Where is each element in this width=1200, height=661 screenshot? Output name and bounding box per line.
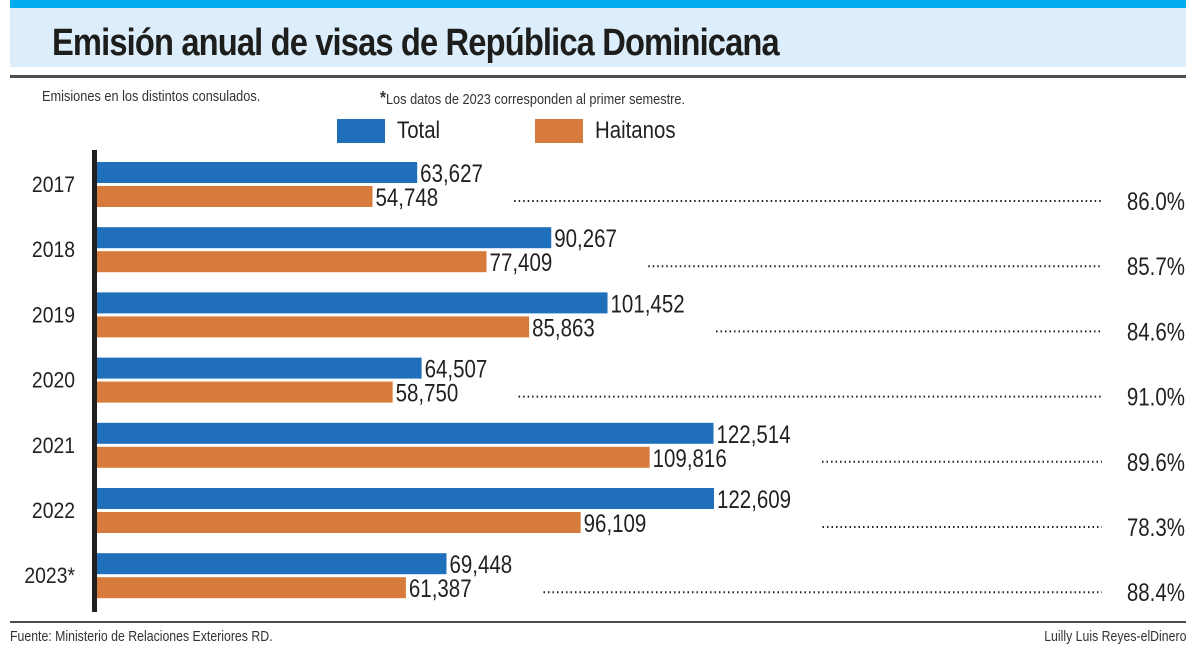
share-percentage-label: 85.7% — [1127, 252, 1185, 280]
footnote-2023: *Los datos de 2023 corresponden al prime… — [380, 88, 685, 109]
bar-haitanos — [97, 577, 406, 599]
bar-total — [97, 357, 422, 379]
footnote-text: Los datos de 2023 corresponden al primer… — [385, 91, 686, 108]
legend-item-haitanos: Haitanos — [535, 117, 690, 145]
footer-divider — [10, 621, 1186, 623]
y-tick-label: 2017 — [32, 173, 75, 197]
data-label-haitanos: 54,748 — [376, 183, 439, 211]
y-tick-label: 2020 — [32, 368, 75, 392]
share-percentage-label: 91.0% — [1127, 383, 1185, 411]
legend-label-haitanos: Haitanos — [595, 117, 676, 144]
legend-item-total: Total — [337, 117, 448, 145]
bar-total — [97, 488, 714, 509]
y-tick-label: 2021 — [32, 434, 75, 458]
bar-haitanos — [97, 251, 487, 273]
title-banner: Emisión anual de visas de República Domi… — [10, 8, 1186, 67]
y-axis-line — [92, 150, 97, 612]
bar-haitanos — [97, 381, 393, 403]
bar-total — [97, 292, 608, 314]
share-percentage-label: 89.6% — [1127, 448, 1185, 476]
data-label-total: 90,267 — [554, 224, 617, 252]
credit-note: Luilly Luis Reyes-elDinero — [1043, 628, 1186, 645]
bar-total — [97, 422, 714, 444]
data-label-total: 64,507 — [425, 355, 488, 383]
legend-swatch-haitanos — [535, 119, 583, 143]
data-label-haitanos: 109,816 — [653, 444, 727, 472]
y-tick-label: 2022 — [32, 499, 75, 523]
asterisk: * — [380, 88, 386, 108]
chart-title: Emisión anual de visas de República Domi… — [52, 22, 780, 64]
bar-total — [97, 227, 552, 249]
bar-haitanos — [97, 446, 650, 468]
data-label-haitanos: 85,863 — [532, 313, 595, 341]
legend-swatch-total — [337, 119, 385, 143]
bar-total — [97, 553, 447, 575]
share-percentage-label: 88.4% — [1127, 578, 1185, 606]
data-label-total: 69,448 — [449, 550, 512, 578]
data-label-total: 122,609 — [717, 485, 791, 513]
data-label-haitanos: 96,109 — [584, 509, 647, 537]
top-accent-bar — [10, 0, 1186, 8]
bar-haitanos — [97, 316, 530, 338]
share-percentage-label: 84.6% — [1127, 317, 1185, 345]
y-tick-label: 2018 — [32, 238, 75, 262]
data-label-haitanos: 61,387 — [409, 574, 472, 602]
data-label-total: 101,452 — [611, 289, 685, 317]
data-label-haitanos: 77,409 — [490, 248, 553, 276]
bar-haitanos — [97, 186, 373, 207]
data-label-total: 122,514 — [717, 420, 791, 448]
y-tick-label: 2023* — [24, 564, 75, 588]
bar-total — [97, 162, 418, 183]
legend-label-total: Total — [397, 117, 441, 144]
data-label-total: 63,627 — [420, 159, 483, 187]
source-note: Fuente: Ministerio de Relaciones Exterio… — [10, 628, 273, 645]
bar-haitanos — [97, 512, 581, 533]
share-percentage-label: 86.0% — [1127, 187, 1185, 215]
share-percentage-label: 78.3% — [1127, 513, 1185, 541]
data-label-haitanos: 58,750 — [396, 379, 459, 407]
chart-subtitle: Emisiones en los distintos consulados. — [42, 88, 261, 105]
header-divider — [10, 75, 1186, 78]
y-tick-label: 2019 — [32, 303, 75, 327]
